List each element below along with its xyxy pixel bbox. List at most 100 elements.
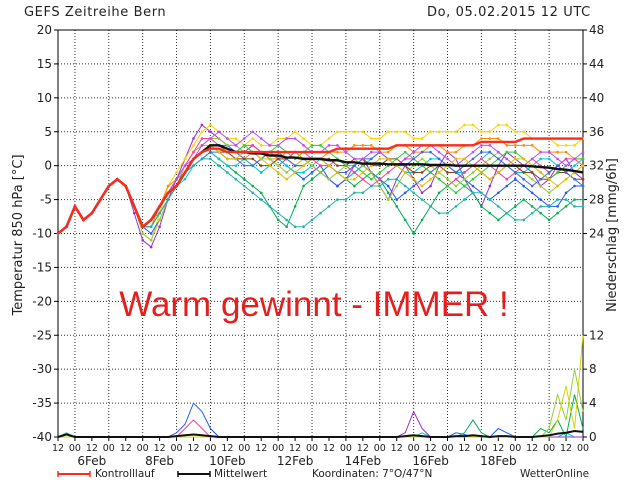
temperature-point [522, 144, 526, 147]
temperature-point [497, 137, 500, 140]
temperature-point [141, 232, 144, 235]
temperature-point [437, 191, 441, 195]
temperature-point [437, 171, 441, 174]
temperature-point [259, 191, 263, 195]
temperature-point [217, 150, 221, 154]
temperature-point [505, 177, 509, 181]
temperature-point [454, 130, 458, 134]
temperature-point [395, 198, 399, 201]
temperature-point [251, 157, 255, 161]
temperature-point [192, 150, 195, 154]
temperature-point [412, 157, 415, 161]
temperature-point [158, 225, 161, 229]
temperature-point [480, 171, 483, 174]
x-tick-label: 12 [255, 443, 267, 454]
date-label: 14Feb [345, 454, 382, 468]
temperature-point [564, 198, 568, 201]
temperature-point [412, 184, 415, 188]
temperature-point [285, 177, 288, 181]
temperature-point [488, 130, 492, 134]
temperature-point [581, 198, 585, 201]
temperature-point [259, 171, 263, 174]
temperature-point [209, 123, 212, 127]
temperature-point [353, 164, 356, 167]
temperature-point [488, 144, 492, 147]
temperature-point [353, 177, 356, 181]
temperature-point [420, 171, 424, 174]
temperature-point [353, 130, 356, 134]
temperature-point [488, 177, 492, 181]
y2-tick-label: 0 [589, 430, 597, 444]
temperature-point [361, 130, 365, 134]
temperature-point [446, 130, 449, 134]
temperature-point [513, 171, 517, 174]
temperature-point [497, 157, 500, 161]
temperature-point [276, 211, 280, 215]
temperature-point [259, 164, 263, 167]
temperature-point [403, 150, 407, 154]
temperature-point [209, 150, 212, 154]
temperature-point [276, 137, 280, 140]
temperature-point [327, 137, 331, 140]
temperature-point [395, 184, 399, 188]
temperature-point [293, 171, 297, 174]
temperature-point [497, 218, 500, 222]
temperature-point [556, 171, 559, 174]
temperature-point [564, 171, 568, 174]
temperature-point [293, 137, 297, 140]
temperature-point [454, 150, 458, 154]
temperature-point [429, 184, 432, 188]
temperature-point [522, 171, 526, 174]
temperature-point [564, 177, 568, 181]
temperature-point [344, 130, 348, 134]
legend-coordinates: Koordinaten: 7°O/47°N [312, 468, 433, 480]
temperature-point [513, 218, 517, 222]
x-tick-label: 00 [306, 443, 318, 454]
x-tick-label: 12 [120, 443, 132, 454]
temperature-point [429, 171, 432, 174]
temperature-point [488, 211, 492, 215]
temperature-point [513, 130, 517, 134]
temperature-point [513, 144, 517, 147]
y-tick-label: 10 [37, 91, 52, 105]
temperature-point [429, 205, 432, 208]
temperature-point [463, 157, 466, 161]
axes: 20151050-5-10-15-20-25-30-35-40484440363… [32, 23, 604, 468]
x-tick-label: 12 [391, 443, 403, 454]
temperature-point [276, 157, 280, 161]
temperature-point [573, 184, 576, 188]
temperature-point [302, 164, 305, 167]
temperature-point [386, 198, 390, 201]
x-tick-label: 12 [221, 443, 233, 454]
temperature-point [463, 171, 466, 174]
temperature-point [539, 211, 542, 215]
temperature-point [403, 191, 407, 195]
precip-series-line [58, 402, 583, 438]
temperature-point [412, 137, 415, 140]
temperature-point [276, 144, 280, 147]
temperature-point [513, 177, 517, 181]
x-tick-label: 00 [103, 443, 115, 454]
temperature-point [488, 150, 492, 154]
temperature-point [429, 150, 432, 154]
x-tick-label: 00 [374, 443, 386, 454]
temperature-point [437, 177, 441, 181]
temperature-point [200, 144, 204, 147]
temperature-point [259, 144, 263, 147]
temperature-point [412, 191, 415, 195]
temperature-point [454, 205, 458, 208]
temperature-point [259, 137, 263, 140]
x-tick-label: 00 [577, 443, 589, 454]
y2-tick-label: 12 [589, 328, 604, 342]
temperature-point [446, 177, 449, 181]
temperature-point [386, 171, 390, 174]
temperature-point [361, 177, 365, 181]
temperature-point [200, 157, 204, 161]
x-tick-label: 00 [238, 443, 250, 454]
temperature-point [268, 157, 271, 161]
temperature-point [403, 130, 407, 134]
y-tick-label: -15 [32, 260, 52, 274]
temperature-point [429, 157, 432, 161]
temperature-point [293, 164, 297, 167]
temperature-point [505, 157, 509, 161]
